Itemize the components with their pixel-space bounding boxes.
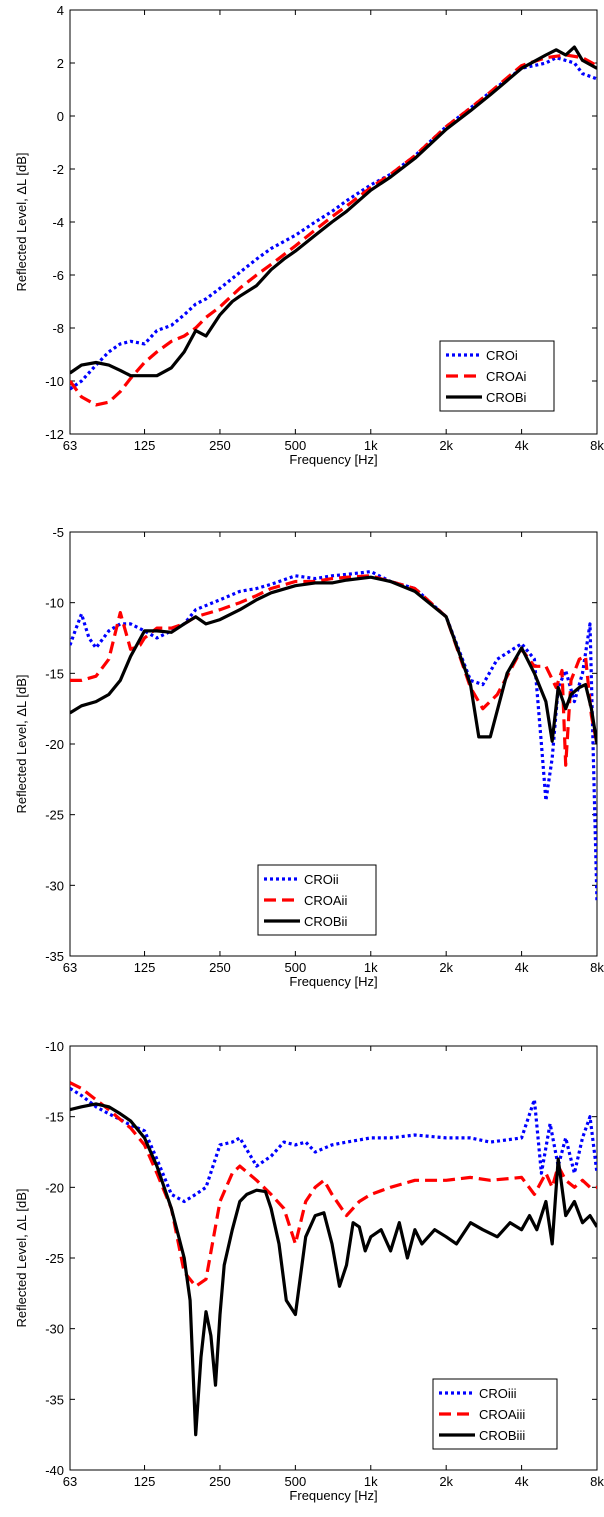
- series-line-CROBii: [70, 575, 597, 745]
- series-line-CROBiii: [70, 1102, 597, 1437]
- legend-label-CROAii: CROAii: [304, 893, 347, 908]
- legend-label-CROiii: CROiii: [479, 1386, 517, 1401]
- x-tick-label: 2k: [439, 1474, 453, 1489]
- x-tick-label: 500: [285, 960, 307, 975]
- legend-label-CROAiii: CROAiii: [479, 1407, 525, 1422]
- legend-box: [257, 864, 377, 936]
- y-tick-label: 4: [57, 3, 64, 18]
- x-tick-label: 63: [63, 960, 77, 975]
- legend-label-CROBiii: CROBiii: [479, 1428, 525, 1443]
- y-tick-label: -35: [45, 1392, 64, 1407]
- x-tick-label: 125: [134, 960, 156, 975]
- series-line-CROiii: [70, 1087, 597, 1204]
- x-tick-label: 250: [209, 438, 231, 453]
- x-tick-label: 250: [209, 1474, 231, 1489]
- legend-box: [439, 340, 555, 412]
- x-axis-label: Frequency [Hz]: [289, 452, 377, 467]
- x-tick-label: 4k: [515, 1474, 529, 1489]
- y-tick-label: -8: [52, 321, 64, 336]
- y-tick-label: -2: [52, 162, 64, 177]
- series-line-CROii: [70, 569, 597, 903]
- legend-box: [432, 1378, 558, 1450]
- y-tick-label: -5: [52, 525, 64, 540]
- y-tick-label: -10: [45, 1039, 64, 1054]
- legend: CROii CROAii CROBii: [257, 864, 377, 936]
- y-axis-label: Reflected Level, ΔL [dB]: [14, 1188, 29, 1327]
- y-tick-label: -30: [45, 1322, 64, 1337]
- chart-1: -12 -10 -8 -6 -4 -2 0 2 4 63 125 250 500 1k 2k 4k 8k Freq…: [14, 3, 604, 467]
- x-axis-label: Frequency [Hz]: [289, 974, 377, 989]
- y-axis-label: Reflected Level, ΔL [dB]: [14, 152, 29, 291]
- x-tick-label: 1k: [364, 438, 378, 453]
- y-tick-label: -10: [45, 596, 64, 611]
- series-line-CROBi: [70, 45, 597, 378]
- x-tick-label: 4k: [515, 960, 529, 975]
- x-tick-label: 8k: [590, 438, 604, 453]
- series-line-CROAi: [70, 53, 597, 407]
- legend-label-CROii: CROii: [304, 872, 339, 887]
- y-tick-label: -35: [45, 949, 64, 964]
- y-tick-label: -40: [45, 1463, 64, 1478]
- series-line-CROAii: [70, 574, 597, 767]
- x-tick-label: 125: [134, 438, 156, 453]
- x-tick-label: 500: [285, 438, 307, 453]
- series-line-CROAiii: [70, 1081, 597, 1288]
- x-tick-label: 1k: [364, 1474, 378, 1489]
- x-tick-label: 250: [209, 960, 231, 975]
- x-tick-label: 2k: [439, 438, 453, 453]
- x-tick-label: 500: [285, 1474, 307, 1489]
- series-line-CROi: [70, 56, 597, 391]
- x-tick-label: 63: [63, 438, 77, 453]
- y-tick-label: -25: [45, 808, 64, 823]
- y-tick-label: -12: [45, 427, 64, 442]
- x-axis-label: Frequency [Hz]: [289, 1488, 377, 1503]
- x-tick-label: 8k: [590, 1474, 604, 1489]
- chart-3: -40 -35 -30 -25 -20 -15 -10 63 125 250 500 1k 2k 4k 8k…: [14, 1039, 604, 1503]
- x-tick-label: 4k: [515, 438, 529, 453]
- y-tick-label: -15: [45, 1110, 64, 1125]
- y-tick-label: -6: [52, 268, 64, 283]
- x-tick-label: 8k: [590, 960, 604, 975]
- y-tick-label: -20: [45, 1180, 64, 1195]
- y-tick-label: -30: [45, 878, 64, 893]
- legend-label-CROAi: CROAi: [486, 369, 527, 384]
- y-tick-label: -15: [45, 666, 64, 681]
- y-tick-label: -10: [45, 374, 64, 389]
- legend: CROiii CROAiii CROBiii: [432, 1378, 558, 1450]
- y-tick-label: 0: [57, 109, 64, 124]
- x-tick-label: 2k: [439, 960, 453, 975]
- x-tick-label: 1k: [364, 960, 378, 975]
- legend-label-CROBii: CROBii: [304, 914, 347, 929]
- legend-label-CROBi: CROBi: [486, 390, 527, 405]
- y-axis-label: Reflected Level, ΔL [dB]: [14, 674, 29, 813]
- x-tick-label: 63: [63, 1474, 77, 1489]
- x-tick-label: 125: [134, 1474, 156, 1489]
- y-tick-label: -4: [52, 215, 64, 230]
- legend-label-CROi: CROi: [486, 348, 518, 363]
- y-tick-label: 2: [57, 56, 64, 71]
- chart-2: -35 -30 -25 -20 -15 -10 -5 63 125 250 500 1k 2k 4k 8k F…: [14, 525, 604, 989]
- y-tick-label: -25: [45, 1251, 64, 1266]
- y-tick-label: -20: [45, 737, 64, 752]
- legend: CROi CROAi CROBi: [439, 340, 555, 412]
